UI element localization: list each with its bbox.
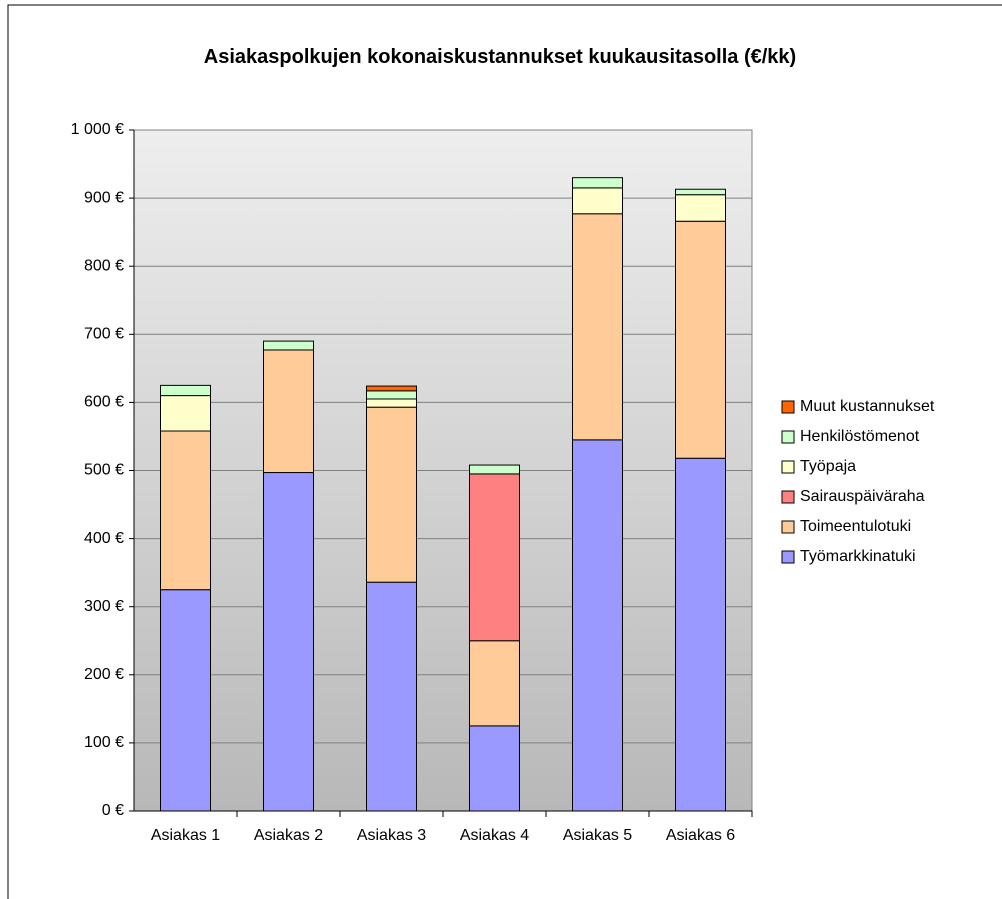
legend-swatch [781,460,795,474]
y-tick-label: 700 € [84,326,124,343]
bar-segment [572,177,623,189]
bar-segment [469,464,520,475]
x-tick-label: Asiakas 5 [562,827,633,844]
y-tick-label: 100 € [84,734,124,751]
bar-segment [469,640,520,727]
bar-segment [469,725,520,812]
legend-label: Työpaja [800,458,856,475]
x-tick-label: Asiakas 2 [253,827,324,844]
bar-segment [675,194,726,222]
bar-segment [160,384,211,397]
y-tick-label: 400 € [84,530,124,547]
x-tick-label: Asiakas 4 [459,827,530,844]
legend-swatch [781,430,795,444]
bar-segment [572,439,623,812]
y-tick-label: 0 € [102,802,124,819]
legend-label: Muut kustannukset [800,398,935,415]
legend-label: Sairauspäiväraha [800,488,925,505]
y-tick-label: 600 € [84,394,124,411]
bar-segment [675,188,726,196]
bar-segment [160,395,211,432]
bar-segment [160,430,211,591]
bar-segment [366,390,417,400]
bar-segment [572,213,623,441]
chart-title: Asiakaspolkujen kokonaiskustannukset kuu… [203,46,797,68]
frame [7,4,1002,899]
y-tick-label: 200 € [84,666,124,683]
y-tick-label: 900 € [84,189,124,206]
y-tick-label: 1 000 € [71,121,124,138]
bar-segment [263,349,314,474]
bar-segment [366,581,417,812]
y-tick-label: 300 € [84,598,124,615]
bar-segment [160,589,211,812]
bar-segment [366,385,417,392]
bar-segment [675,457,726,812]
bar-segment [572,187,623,215]
y-tick-label: 800 € [84,257,124,274]
bar-segment [675,220,726,459]
legend-label: Henkilöstömenot [800,428,920,445]
legend-swatch [781,400,795,414]
legend-swatch [781,490,795,504]
legend-label: Työmarkkinatuki [800,548,916,565]
x-tick-label: Asiakas 1 [150,827,221,844]
y-tick-label: 500 € [84,462,124,479]
legend-label: Toimeentulotuki [800,518,911,535]
bar-segment [366,398,417,408]
bar-segment [263,340,314,351]
legend-swatch [781,550,795,564]
x-tick-label: Asiakas 6 [665,827,736,844]
x-tick-label: Asiakas 3 [356,827,427,844]
legend-swatch [781,520,795,534]
bar-segment [263,472,314,812]
bar-segment [469,473,520,642]
bar-segment [366,406,417,583]
